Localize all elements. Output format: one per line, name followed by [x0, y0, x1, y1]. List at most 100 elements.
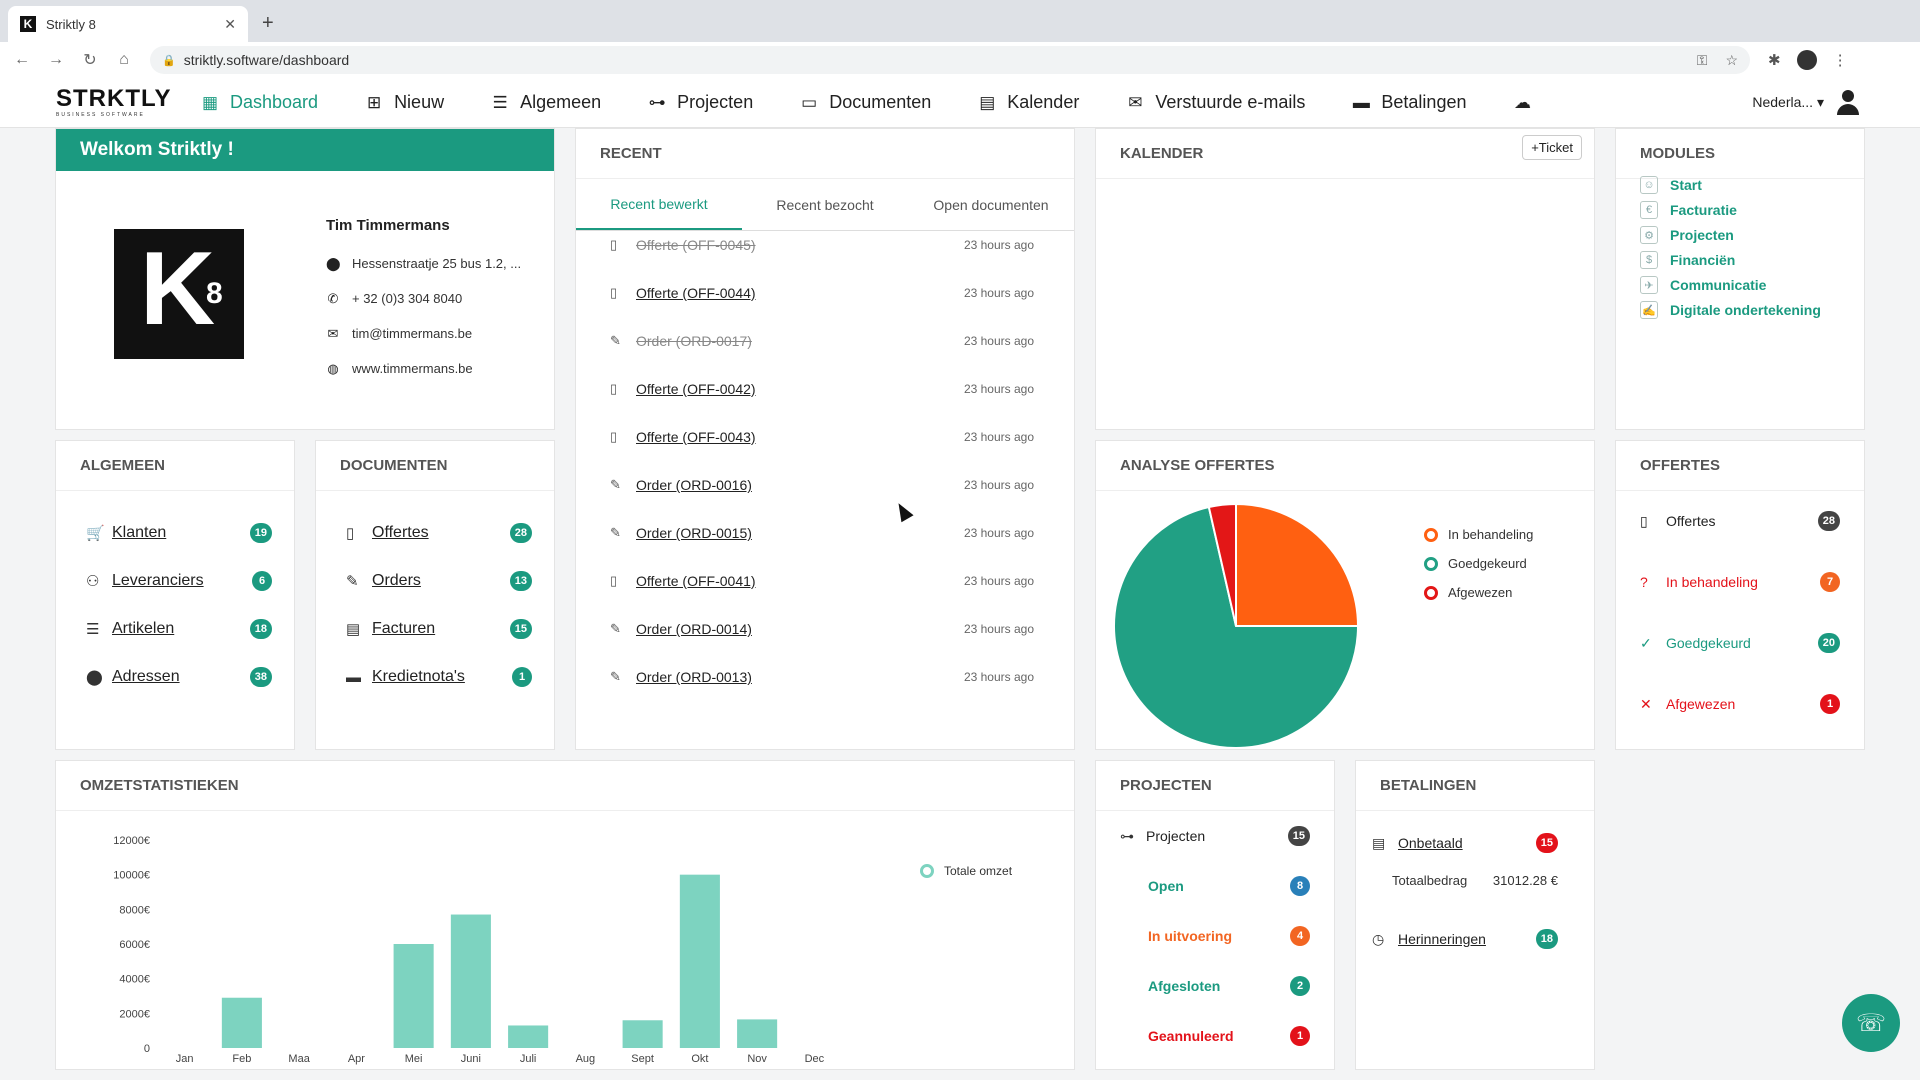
language-select[interactable]: Nederla... ▾: [1752, 94, 1824, 111]
project-status-row[interactable]: ⊶ Projecten 15: [1120, 826, 1310, 846]
legend-item[interactable]: Goedgekeurd: [1424, 556, 1527, 571]
offerte-status-row[interactable]: ✓ Goedgekeurd 20: [1640, 633, 1840, 653]
project-status-row[interactable]: Geannuleerd 1: [1148, 1026, 1310, 1046]
nav-betalingen[interactable]: ▬ Betalingen: [1351, 92, 1467, 113]
offerte-status-row[interactable]: ✕ Afgewezen 1: [1640, 694, 1840, 714]
project-status-row[interactable]: Afgesloten 2: [1148, 976, 1310, 996]
facturen-link[interactable]: Facturen: [372, 620, 436, 637]
logo-text: STRKTLY: [56, 85, 172, 112]
bar-sept[interactable]: [622, 1020, 663, 1048]
y-tick-label: 8000€: [119, 904, 150, 916]
project-status-row[interactable]: In uitvoering 4: [1148, 926, 1310, 946]
pie-slice-goedgekeurd[interactable]: [1113, 505, 1360, 749]
legend-item[interactable]: Afgewezen: [1424, 585, 1512, 600]
recent-item-link[interactable]: Order (ORD-0014): [636, 621, 752, 637]
star-icon[interactable]: ☆: [1725, 51, 1738, 68]
reload-icon[interactable]: ↻: [83, 52, 97, 69]
module-communicatie[interactable]: ✈ Communicatie: [1640, 276, 1766, 294]
nav-documenten[interactable]: ▭ Documenten: [799, 92, 931, 113]
module-facturatie[interactable]: € Facturatie: [1640, 201, 1737, 219]
adressen-link[interactable]: Adressen: [112, 668, 180, 685]
totaal-value: 31012.28 €: [1492, 873, 1558, 888]
herinneringen-link[interactable]: Herinneringen: [1398, 931, 1486, 947]
nav-algemeen[interactable]: ☰ Algemeen: [490, 92, 601, 113]
ticket-button[interactable]: +Ticket: [1522, 135, 1582, 160]
striktly-logo[interactable]: STRKTLY BUSINESS SOFTWARE: [56, 85, 172, 118]
bar-mei[interactable]: [393, 944, 434, 1048]
module-projecten[interactable]: ⚙ Projecten: [1640, 226, 1734, 244]
bar-feb[interactable]: [221, 997, 262, 1048]
module-financien[interactable]: $ Financiën: [1640, 251, 1735, 269]
offerte-status-row[interactable]: ? In behandeling 7: [1640, 572, 1840, 592]
home-icon[interactable]: ⌂: [119, 51, 129, 68]
pie-slice-afgewezen[interactable]: [1207, 502, 1237, 627]
browser-tab[interactable]: K Striktly 8 ✕: [8, 6, 248, 42]
offertes-link[interactable]: Offertes: [372, 524, 429, 541]
recent-item-link[interactable]: Offerte (OFF-0043): [636, 429, 756, 445]
recent-item-link[interactable]: Order (ORD-0017): [636, 333, 752, 349]
sitemap-icon: ⊶: [648, 92, 666, 112]
legend-item[interactable]: In behandeling: [1424, 527, 1533, 542]
bar-okt[interactable]: [679, 874, 720, 1048]
module-start[interactable]: ☺ Start: [1640, 176, 1702, 194]
legend-item[interactable]: Totale omzet: [920, 864, 1012, 878]
count-badge: 13: [509, 571, 532, 591]
recent-item-link[interactable]: Offerte (OFF-0044): [636, 285, 756, 301]
recent-item-link[interactable]: Offerte (OFF-0042): [636, 381, 756, 397]
nav-verstuurde-emails[interactable]: ✉ Verstuurde e-mails: [1125, 92, 1305, 113]
tab-open-documenten[interactable]: Open documenten: [933, 196, 1049, 213]
menu-icon[interactable]: ⋮: [1832, 52, 1848, 69]
artikelen-link[interactable]: Artikelen: [112, 620, 175, 637]
user-icon[interactable]: [1836, 90, 1860, 116]
recent-item-link[interactable]: Offerte (OFF-0041): [636, 573, 756, 589]
forward-icon[interactable]: →: [48, 51, 64, 68]
pie-slice-in-behandeling[interactable]: [1235, 502, 1360, 627]
key-icon[interactable]: ⚿: [1696, 51, 1708, 68]
address-bar[interactable]: 🔒 striktly.software/dashboard ⚿ ☆: [150, 46, 1750, 74]
tab-recent-bezocht[interactable]: Recent bezocht: [776, 196, 874, 213]
offertes-pie-chart: [1113, 502, 1360, 749]
profile-avatar[interactable]: [1796, 50, 1817, 70]
cart-icon: 🛒: [86, 525, 105, 542]
count-badge: 28: [509, 523, 532, 543]
new-tab-icon[interactable]: +: [262, 12, 274, 34]
module-digitale-ondertekening[interactable]: ✍ Digitale ondertekening: [1640, 301, 1821, 319]
tab-recent-bewerkt[interactable]: Recent bewerkt: [576, 179, 742, 230]
back-icon[interactable]: ←: [14, 51, 30, 68]
file-invoice-icon: ▤: [346, 621, 361, 638]
url-text[interactable]: striktly.software/dashboard: [183, 52, 350, 68]
bar-juni[interactable]: [450, 914, 491, 1048]
nav-cloud[interactable]: ☁: [1512, 92, 1532, 113]
contact-website: www.timmermans.be: [352, 361, 473, 376]
list-item: ✎ Orders 13: [346, 571, 532, 591]
projecten-card: PROJECTEN ⊶ Projecten 15 Open 8 In uitvoering…: [1095, 760, 1335, 1070]
recent-item-link[interactable]: Order (ORD-0013): [636, 669, 752, 685]
welcome-card: Welkom Striktly ! K 8 Tim Timmermans ⬤ He…: [55, 128, 555, 430]
klanten-link[interactable]: Klanten: [112, 524, 167, 541]
help-chat-button[interactable]: ☏: [1842, 994, 1900, 1052]
project-status-row[interactable]: Open 8: [1148, 876, 1310, 896]
bar-juli[interactable]: [508, 1025, 549, 1048]
kredietnotas-link[interactable]: Kredietnota's: [372, 668, 465, 685]
card-title: ALGEMEEN: [56, 441, 294, 491]
onbetaald-link[interactable]: Onbetaald: [1398, 835, 1463, 851]
close-tab-icon[interactable]: ✕: [224, 15, 236, 32]
nav-dashboard[interactable]: ▦ Dashboard: [200, 92, 318, 113]
lock-icon: 🔒: [162, 54, 176, 67]
recent-item-time: 23 hours ago: [963, 478, 1034, 492]
bar-nov[interactable]: [737, 1019, 778, 1048]
orders-link[interactable]: Orders: [372, 572, 421, 589]
recent-item-link[interactable]: Offerte (OFF-0045): [636, 237, 756, 253]
nav-projecten[interactable]: ⊶ Projecten: [647, 92, 754, 113]
nav-kalender[interactable]: ▤ Kalender: [977, 92, 1079, 113]
y-tick-label: 12000€: [113, 835, 150, 847]
recent-item: ✎ Order (ORD-0015) 23 hours ago: [610, 523, 1034, 543]
legend-label: Goedgekeurd: [1448, 556, 1527, 571]
nav-nieuw[interactable]: ⊞ Nieuw: [364, 92, 444, 113]
offerte-status-row[interactable]: ▯ Offertes 28: [1640, 511, 1840, 531]
leveranciers-link[interactable]: Leveranciers: [112, 572, 204, 589]
recent-item-link[interactable]: Order (ORD-0016): [636, 477, 752, 493]
extensions-icon[interactable]: ✱: [1768, 52, 1781, 69]
recent-item-link[interactable]: Order (ORD-0015): [636, 525, 752, 541]
module-label: Facturatie: [1670, 202, 1737, 218]
